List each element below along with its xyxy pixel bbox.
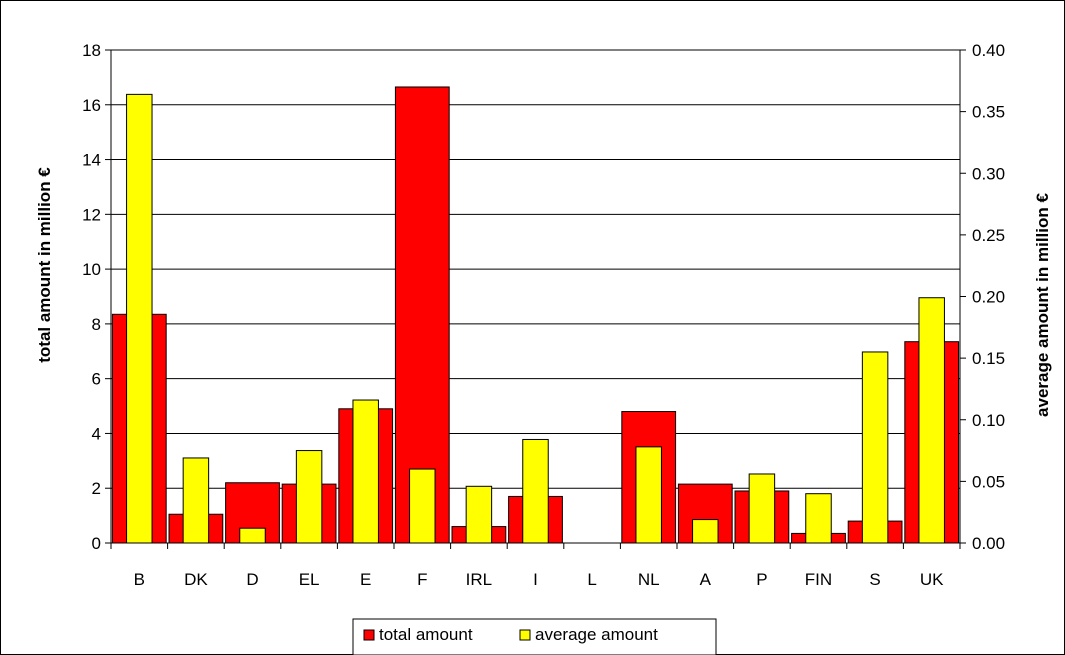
category-label-S: S [869, 570, 880, 589]
right-tick-label: 0.30 [972, 164, 1005, 183]
right-tick-label: 0.25 [972, 226, 1005, 245]
category-labels: B DK D EL E F IRL I L NL A P FIN S UK [134, 570, 945, 589]
category-label-B: B [134, 570, 145, 589]
bar-average-amount-B [126, 93, 153, 544]
bar-average-amount-I [522, 438, 549, 544]
bar-average-amount-S [861, 351, 889, 544]
category-label-P: P [756, 570, 767, 589]
category-label-A: A [700, 570, 712, 589]
left-axis-title: total amount in million € [35, 167, 54, 363]
bar-average-amount-A [692, 519, 719, 544]
left-tick-label: 8 [92, 315, 101, 334]
bar-average-amount-P [748, 473, 776, 544]
category-label-IRL: IRL [466, 570, 492, 589]
right-tick-label: 0.20 [972, 288, 1005, 307]
left-tick-label: 10 [82, 260, 101, 279]
category-label-D: D [246, 570, 258, 589]
bar-average-amount-EL [295, 450, 323, 544]
left-tick-label: 0 [92, 534, 101, 553]
left-tick-label: 18 [82, 41, 101, 60]
right-tick-label: 0.00 [972, 534, 1005, 553]
gridlines [111, 49, 960, 489]
right-tick-label: 0.10 [972, 411, 1005, 430]
bar-average-amount-NL [635, 446, 662, 544]
bar-average-amount-IRL [465, 485, 493, 544]
legend-box [352, 618, 717, 655]
legend-label-total-amount: total amount [379, 625, 473, 644]
bar-average-amount-UK [918, 297, 945, 544]
category-label-L: L [587, 570, 596, 589]
legend-label-average-amount: average amount [535, 625, 658, 644]
category-label-EL: EL [299, 570, 320, 589]
left-tick-label: 12 [82, 205, 101, 224]
bar-average-amount-F [409, 468, 436, 544]
left-tick-label: 4 [92, 424, 101, 443]
legend-swatch-average-amount [519, 629, 531, 641]
legend: total amount average amount [352, 618, 717, 655]
right-tick-label: 0.35 [972, 103, 1005, 122]
right-tick-label: 0.05 [972, 472, 1005, 491]
right-tick-label: 0.15 [972, 349, 1005, 368]
legend-swatch-total-amount [363, 629, 375, 641]
category-label-FIN: FIN [805, 570, 832, 589]
left-axis-ticks: 0 2 4 6 8 10 12 14 16 18 [82, 41, 111, 553]
bar-average-amount-FIN [805, 493, 832, 544]
left-tick-label: 6 [92, 370, 101, 389]
bar-average-amount-DK [182, 457, 210, 544]
right-tick-label: 0.40 [972, 41, 1005, 60]
category-label-NL: NL [638, 570, 660, 589]
right-axis-ticks: 0.00 0.05 0.10 0.15 0.20 0.25 0.30 0.35 0.40 [960, 41, 1005, 553]
bar-average-amount-E [352, 399, 379, 544]
left-tick-label: 16 [82, 96, 101, 115]
category-label-DK: DK [184, 570, 208, 589]
category-label-F: F [417, 570, 427, 589]
right-axis-title: average amount in million € [1033, 193, 1052, 417]
left-tick-label: 14 [82, 151, 101, 170]
bars [111, 86, 960, 544]
left-tick-label: 2 [92, 479, 101, 498]
category-label-I: I [533, 570, 538, 589]
bar-average-amount-D [239, 527, 266, 544]
category-label-UK: UK [920, 570, 944, 589]
bar-total-amount-F [394, 86, 450, 544]
category-label-E: E [360, 570, 371, 589]
